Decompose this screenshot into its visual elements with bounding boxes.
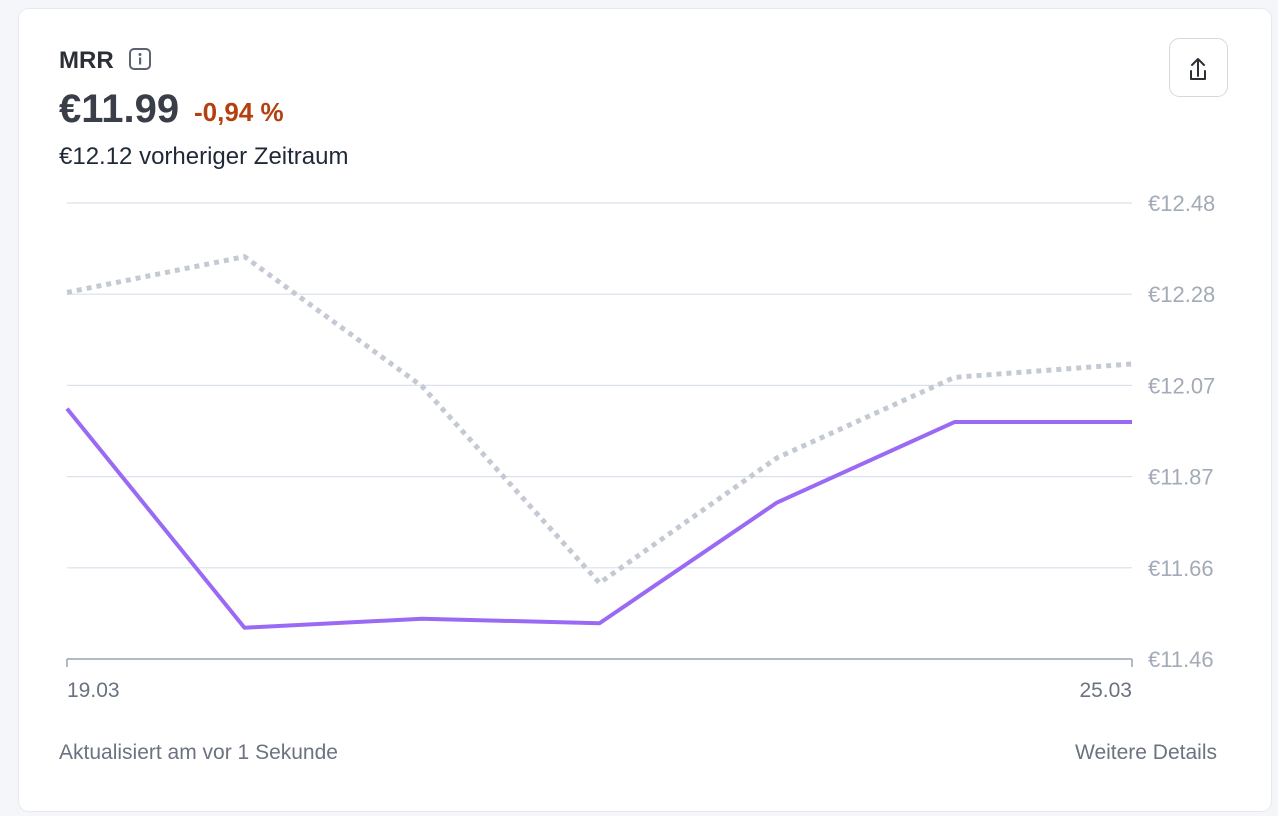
y-tick-label: €12.48	[1148, 191, 1215, 216]
metric-value: €11.99	[59, 87, 179, 131]
y-tick-label: €12.07	[1148, 373, 1215, 398]
x-tick-label: 25.03	[1079, 679, 1132, 702]
plot: €11.46 €11.66 €11.87 €12.07 €12.28 €12.48 19.0…	[65, 191, 1215, 702]
series-line	[65, 407, 1132, 630]
y-tick-label: €11.87	[1148, 465, 1214, 490]
metric-change: -0,94 %	[194, 97, 284, 127]
info-icon[interactable]	[129, 48, 151, 70]
previous-period: €12.12 vorheriger Zeitraum	[59, 143, 348, 170]
x-tick-label: 19.03	[67, 679, 120, 702]
y-tick-label: €11.46	[1148, 647, 1214, 672]
series-line	[66, 254, 1133, 586]
details-link[interactable]: Weitere Details	[1075, 741, 1217, 764]
share-button[interactable]	[1169, 38, 1228, 97]
y-tick-label: €11.66	[1148, 556, 1214, 581]
updated-note: Aktualisiert am vor 1 Sekunde	[59, 741, 338, 764]
metric-title: MRR	[59, 47, 114, 74]
card	[18, 8, 1272, 812]
y-tick-label: €12.28	[1148, 282, 1215, 307]
